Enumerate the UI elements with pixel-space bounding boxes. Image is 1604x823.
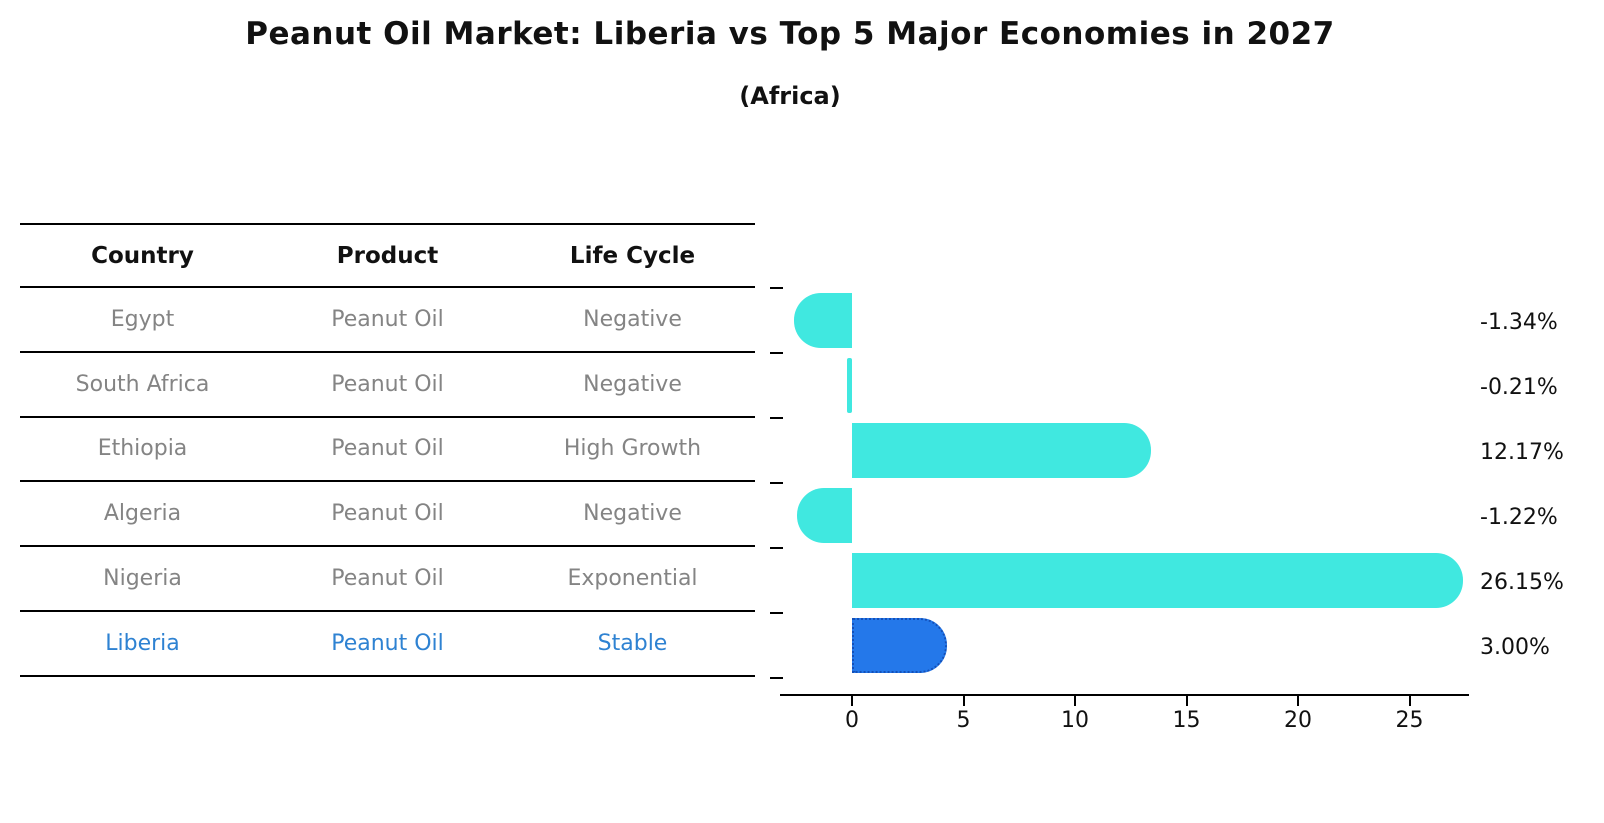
bar-liberia: [852, 617, 947, 673]
chart-subtitle: (Africa): [739, 82, 841, 110]
x-axis-line: [780, 694, 1469, 696]
y-tick-mark: [770, 482, 783, 484]
x-tick-mark: [1408, 696, 1411, 706]
x-tick-label: 20: [1284, 708, 1312, 733]
cell-product: Peanut Oil: [331, 566, 444, 592]
value-label-egypt: -1.34%: [1480, 310, 1558, 335]
bar-south-africa: [847, 357, 852, 413]
country-product-table: Country Product Life Cycle Egypt Peanut O…: [20, 223, 755, 677]
cell-life-cycle: Stable: [597, 630, 668, 656]
cell-product: Peanut Oil: [331, 371, 444, 397]
table-row-ethiopia: Ethiopia Peanut Oil High Growth: [20, 418, 755, 483]
bar-egypt: [794, 292, 852, 348]
y-tick-mark: [770, 547, 783, 549]
y-tick-mark: [770, 287, 783, 289]
table-row-liberia: Liberia Peanut Oil Stable: [20, 612, 755, 675]
y-tick-mark: [770, 352, 783, 354]
x-tick-mark: [1185, 696, 1188, 706]
value-label-algeria: -1.22%: [1480, 505, 1558, 530]
y-tick-mark: [770, 417, 783, 419]
x-tick-label: 0: [845, 708, 859, 733]
table-row-algeria: Algeria Peanut Oil Negative: [20, 482, 755, 548]
chart-title: Peanut Oil Market: Liberia vs Top 5 Majo…: [245, 16, 1335, 52]
cell-country: Algeria: [103, 501, 182, 527]
table-row-egypt: Egypt Peanut Oil Negative: [20, 288, 755, 353]
cell-life-cycle: Negative: [583, 501, 682, 527]
bar-ethiopia: [852, 422, 1152, 478]
value-label-south-africa: -0.21%: [1480, 375, 1558, 400]
y-tick-mark: [770, 612, 783, 614]
cell-country: Liberia: [105, 630, 180, 656]
bar-algeria: [796, 487, 852, 543]
cell-country: Nigeria: [103, 566, 182, 592]
cell-product: Peanut Oil: [331, 630, 444, 656]
x-tick-mark: [851, 696, 853, 706]
x-tick-label: 5: [956, 708, 971, 733]
x-tick-mark: [962, 696, 965, 706]
table-row-nigeria: Nigeria Peanut Oil Exponential: [20, 547, 755, 612]
x-tick-mark: [1297, 696, 1299, 706]
cell-country: Egypt: [110, 306, 175, 332]
x-tick-label: 15: [1172, 708, 1201, 733]
table-row-south-africa: South Africa Peanut Oil Negative: [20, 353, 755, 418]
cell-life-cycle: Exponential: [567, 566, 698, 592]
bar-nigeria: [852, 552, 1464, 608]
table-body: Egypt Peanut Oil Negative South Africa Peanu…: [20, 288, 755, 675]
cell-product: Peanut Oil: [331, 501, 444, 527]
table-header-row: Country Product Life Cycle: [20, 225, 755, 288]
cell-product: Peanut Oil: [331, 436, 444, 462]
cell-life-cycle: Negative: [583, 306, 682, 332]
cell-product: Peanut Oil: [331, 306, 444, 332]
cell-life-cycle: Negative: [583, 371, 682, 397]
table-header-country: Country: [91, 242, 194, 269]
x-tick-mark: [1074, 696, 1076, 706]
cell-country: South Africa: [75, 371, 210, 397]
value-label-nigeria: 26.15%: [1480, 570, 1564, 595]
x-tick-label: 25: [1395, 708, 1424, 733]
cell-country: Ethiopia: [97, 436, 188, 462]
cell-life-cycle: High Growth: [563, 436, 702, 462]
y-tick-mark: [770, 677, 783, 679]
table-header-life-cycle: Life Cycle: [569, 242, 696, 269]
x-tick-label: 10: [1061, 708, 1089, 733]
value-label-liberia: 3.00%: [1480, 635, 1550, 660]
table-header-product: Product: [336, 242, 439, 269]
value-label-ethiopia: 12.17%: [1480, 440, 1564, 465]
